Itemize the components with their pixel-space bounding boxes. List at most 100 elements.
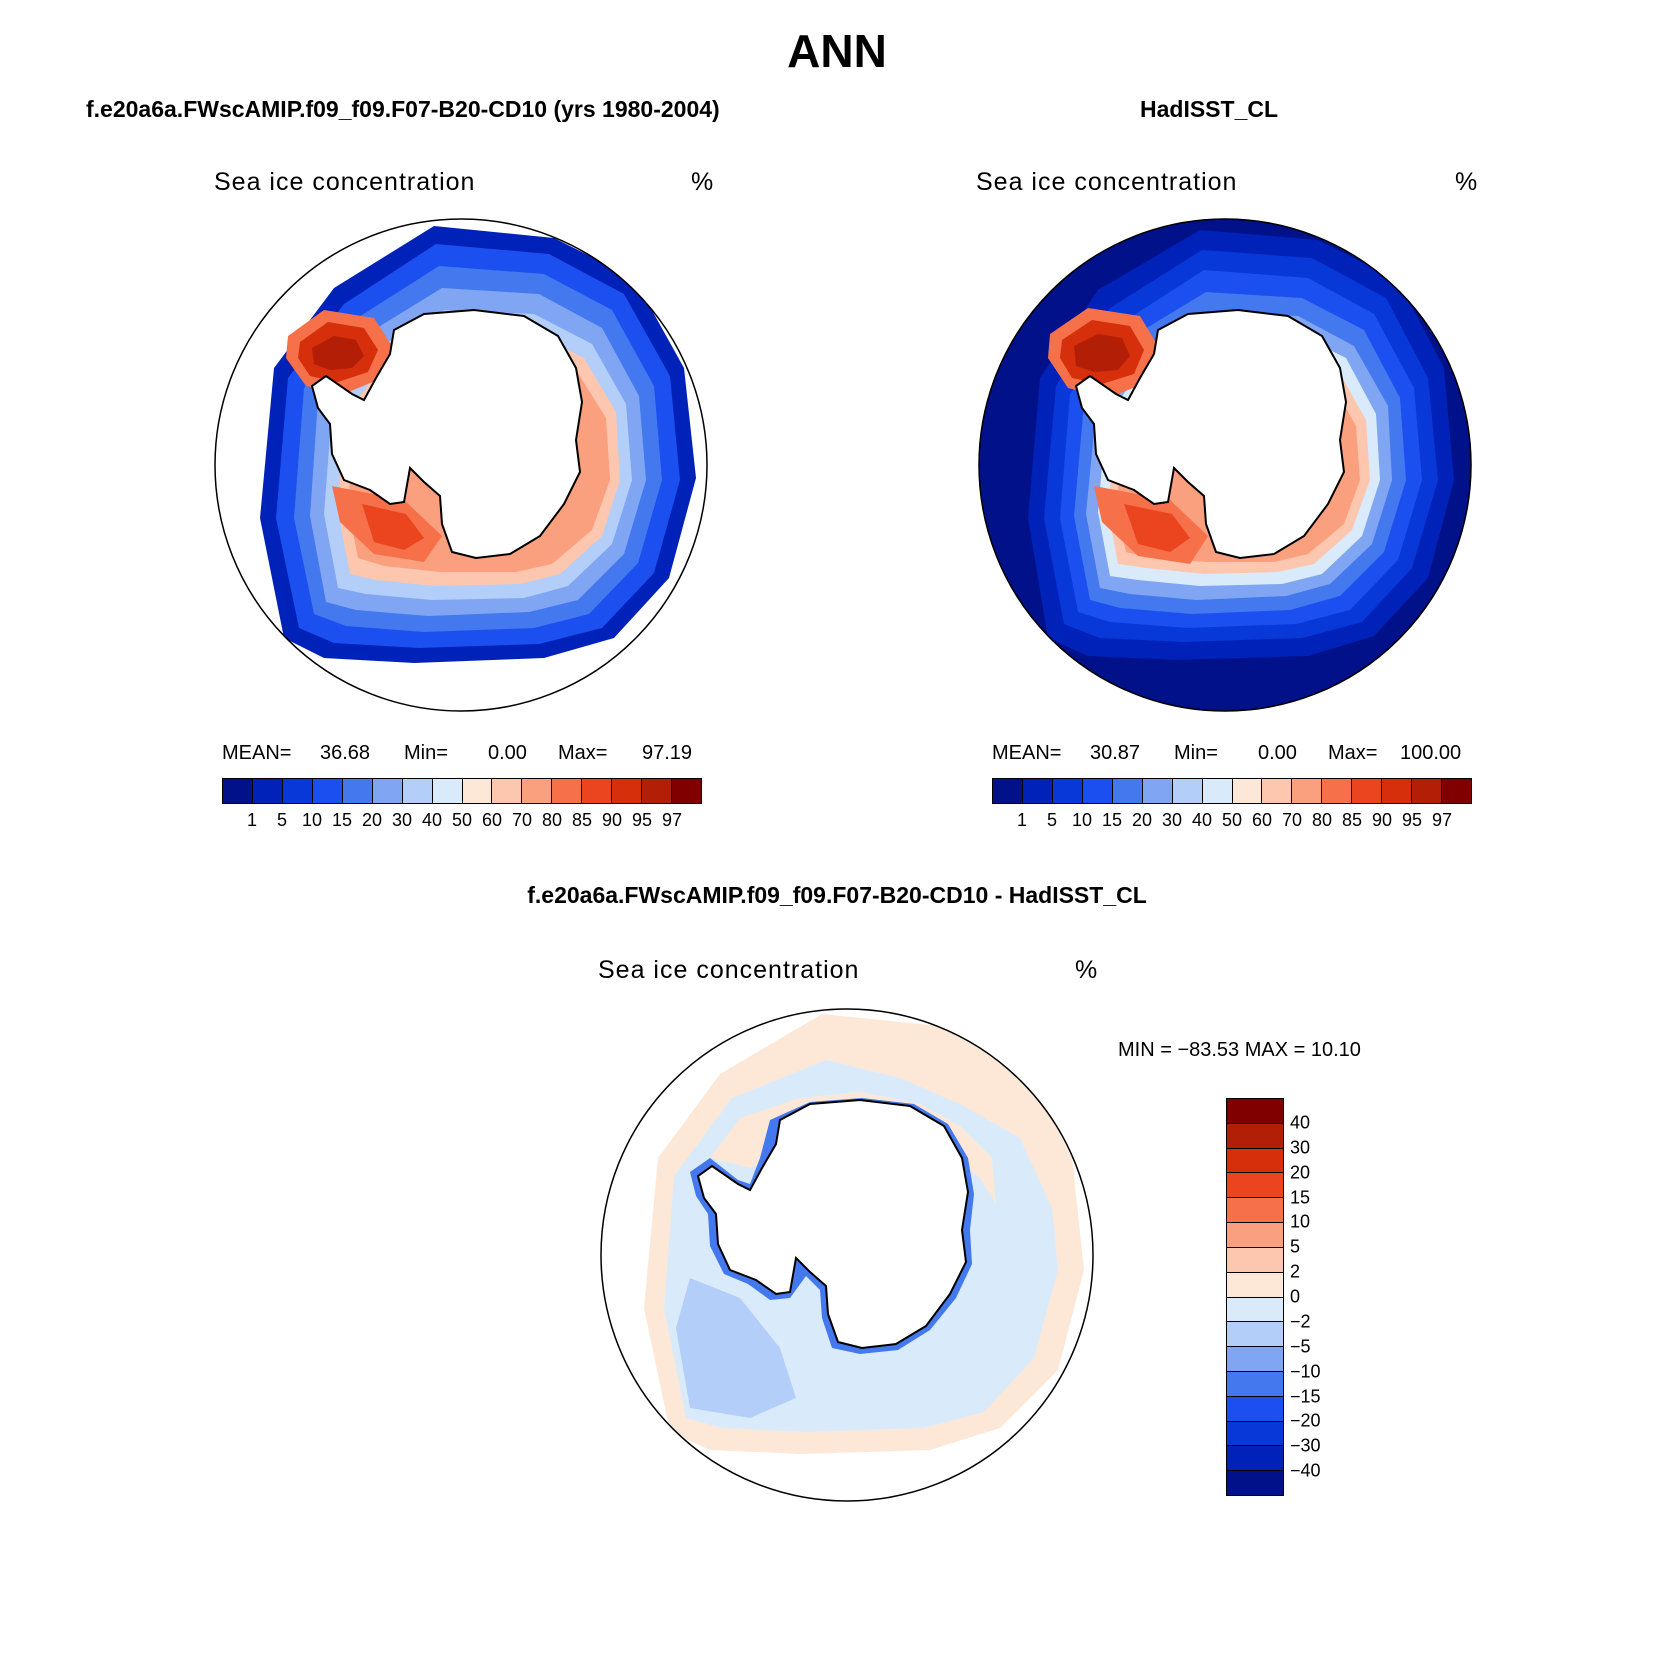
panel-2-colorbar-swatch bbox=[993, 779, 1023, 803]
panel-3-colorbar-swatch bbox=[1227, 1198, 1283, 1224]
panel-2-colorbar-swatch bbox=[1382, 779, 1413, 803]
panel-2-colorbar-tick-label: 50 bbox=[1221, 810, 1243, 830]
panel-1-colorbar-tick-label: 15 bbox=[331, 810, 353, 830]
panel-3-colorbar-swatch bbox=[1227, 1099, 1283, 1124]
panel-2-colorbar-tick-label: 97 bbox=[1431, 810, 1453, 830]
panel-1-colorbar-tick-label: 97 bbox=[661, 810, 683, 830]
panel-2-colorbar-swatch bbox=[1262, 779, 1293, 803]
panel-1-colorbar-swatch bbox=[672, 779, 701, 803]
panel-2-colorbar-swatch bbox=[1412, 779, 1443, 803]
panel-3-colorbar-swatch bbox=[1227, 1322, 1283, 1348]
panel-1-colorbar-swatch bbox=[312, 779, 343, 803]
panel-3-colorbar bbox=[1226, 1098, 1284, 1496]
panel-2-colorbar-swatch bbox=[1082, 779, 1113, 803]
panel-1-colorbar-tick-label: 1 bbox=[246, 810, 258, 830]
panel-1-colorbar-swatch bbox=[522, 779, 553, 803]
panel-3-colorbar-swatch bbox=[1227, 1297, 1283, 1323]
panel-3-colorbar-tick-label: 10 bbox=[1290, 1211, 1311, 1232]
panel-3-colorbar-swatch bbox=[1227, 1396, 1283, 1422]
panel-2-colorbar-tick-label: 85 bbox=[1341, 810, 1363, 830]
panel-1-colorbar-tick-label: 60 bbox=[481, 810, 503, 830]
panel-2-stats: MEAN= 30.87 Min= 0.00 Max= 100.00 bbox=[992, 742, 1476, 766]
panel-1-colorbar-tick-label: 70 bbox=[511, 810, 533, 830]
panel-2-colorbar bbox=[992, 778, 1472, 804]
panel-3-colorbar-swatch bbox=[1227, 1223, 1283, 1248]
panel-1-colorbar-tick-label: 10 bbox=[301, 810, 323, 830]
panel-1-colorbar-swatch bbox=[282, 779, 313, 803]
panel-1-colorbar-swatch bbox=[372, 779, 403, 803]
panel-2-colorbar-tick-label: 20 bbox=[1131, 810, 1153, 830]
panel-1-colorbar-swatch bbox=[402, 779, 433, 803]
panel-1-colorbar-swatch bbox=[462, 779, 493, 803]
panel-2-colorbar-swatch bbox=[1172, 779, 1203, 803]
panel-2-colorbar-swatch bbox=[1352, 779, 1383, 803]
panel-1-min-label: Min= bbox=[404, 742, 448, 764]
panel-1-colorbar-tick-label: 50 bbox=[451, 810, 473, 830]
panel-2-colorbar-swatch bbox=[1112, 779, 1143, 803]
panel-2-colorbar-tick-label: 80 bbox=[1311, 810, 1333, 830]
main-title: ANN bbox=[787, 25, 887, 77]
panel-3-colorbar-tick-label: 15 bbox=[1290, 1187, 1311, 1207]
panel-2-colorbar-tick-label: 40 bbox=[1191, 810, 1213, 830]
panel-2-min-value: 0.00 bbox=[1258, 742, 1297, 764]
panel-2-max-label: Max= bbox=[1328, 742, 1378, 764]
panel-2-colorbar-swatch bbox=[1322, 779, 1353, 803]
panel-1-colorbar-tick-label: 85 bbox=[571, 810, 593, 830]
panel-3-colorbar-tick-label: −20 bbox=[1290, 1410, 1321, 1431]
panel-1-colorbar-swatch bbox=[582, 779, 613, 803]
panel-2-max-value: 100.00 bbox=[1400, 742, 1462, 764]
panel-3-colorbar-swatch bbox=[1227, 1421, 1283, 1447]
panel-3-variable: Sea ice concentration bbox=[598, 956, 860, 984]
panel-3-colorbar-tick-label: 2 bbox=[1290, 1261, 1301, 1282]
panel-1-colorbar-swatch bbox=[552, 779, 583, 803]
panel-2-mean-label: MEAN= bbox=[992, 742, 1062, 764]
panel-2-variable: Sea ice concentration bbox=[976, 168, 1238, 196]
panel-2-colorbar-swatch bbox=[1052, 779, 1083, 803]
panel-1-colorbar-tick-label: 30 bbox=[391, 810, 413, 830]
panel-2-colorbar-tick-label: 15 bbox=[1101, 810, 1123, 830]
panel-1-variable: Sea ice concentration bbox=[214, 168, 476, 196]
panel-2-colorbar-labels: 1 5 10 15 20 30 40 50 60 70 80 85 90 95 97 bbox=[992, 810, 1472, 832]
panel-1-colorbar-tick-label: 5 bbox=[276, 810, 288, 830]
panel-3-colorbar-labels: 40 30 20 15 10 5 2 0 −2 −5 −10 −15 −20 −30 −40 bbox=[1290, 1098, 1350, 1494]
panel-2-colorbar-tick-label: 60 bbox=[1251, 810, 1273, 830]
panel-3-colorbar-swatch bbox=[1227, 1247, 1283, 1273]
panel-1-colorbar-tick-label: 40 bbox=[421, 810, 443, 830]
panel-1-units: % bbox=[691, 168, 715, 196]
panel-2-min-label: Min= bbox=[1174, 742, 1218, 764]
panel-3-minmax: MIN = −83.53 MAX = 10.10 bbox=[1118, 1039, 1361, 1061]
panel-1-colorbar-swatch bbox=[252, 779, 283, 803]
panel-3-colorbar-tick-label: −40 bbox=[1290, 1460, 1321, 1481]
panel-3-colorbar-swatch bbox=[1227, 1371, 1283, 1397]
panel-1-polar-map bbox=[214, 218, 708, 712]
panel-2-colorbar-swatch bbox=[1142, 779, 1173, 803]
panel-3-colorbar-tick-label: 30 bbox=[1290, 1137, 1311, 1158]
panel-3-colorbar-tick-label: −2 bbox=[1290, 1311, 1311, 1332]
panel-3-units: % bbox=[1075, 956, 1099, 984]
panel-2-colorbar-tick-label: 95 bbox=[1401, 810, 1423, 830]
panel-2-colorbar-tick-label: 90 bbox=[1371, 810, 1393, 830]
panel-1-colorbar-tick-label: 95 bbox=[631, 810, 653, 830]
panel-3-colorbar-tick-label: −10 bbox=[1290, 1361, 1321, 1382]
panel-2-colorbar-tick-label: 1 bbox=[1016, 810, 1028, 830]
panel-3-colorbar-tick-label: −30 bbox=[1290, 1435, 1321, 1456]
panel-3-colorbar-swatch bbox=[1227, 1471, 1283, 1495]
panel-3-colorbar-tick-label: 20 bbox=[1290, 1162, 1311, 1183]
panel-1-title: f.e20a6a.FWscAMIP.f09_f09.F07-B20-CD10 (… bbox=[86, 96, 720, 122]
panel-3-colorbar-tick-label: −5 bbox=[1290, 1336, 1311, 1357]
panel-2-colorbar-swatch bbox=[1022, 779, 1053, 803]
panel-1-colorbar-swatch bbox=[492, 779, 523, 803]
panel-1-max-value: 97.19 bbox=[642, 742, 693, 764]
panel-3-colorbar-tick-label: 0 bbox=[1290, 1286, 1301, 1307]
panel-2-title: HadISST_CL bbox=[1140, 96, 1279, 122]
panel-1-colorbar-tick-label: 20 bbox=[361, 810, 383, 830]
panel-2-colorbar-swatch bbox=[1232, 779, 1263, 803]
panel-3-colorbar-swatch bbox=[1227, 1272, 1283, 1298]
panel-1-mean-value: 36.68 bbox=[320, 742, 371, 764]
panel-2-colorbar-swatch bbox=[1442, 779, 1471, 803]
panel-2-colorbar-swatch bbox=[1202, 779, 1233, 803]
panel-1-stats: MEAN= 36.68 Min= 0.00 Max= 97.19 bbox=[222, 742, 706, 766]
panel-1-colorbar-labels: 1 5 10 15 20 30 40 50 60 70 80 85 90 95 97 bbox=[222, 810, 702, 832]
panel-2-colorbar-tick-label: 10 bbox=[1071, 810, 1093, 830]
panel-2-mean-value: 30.87 bbox=[1090, 742, 1141, 764]
